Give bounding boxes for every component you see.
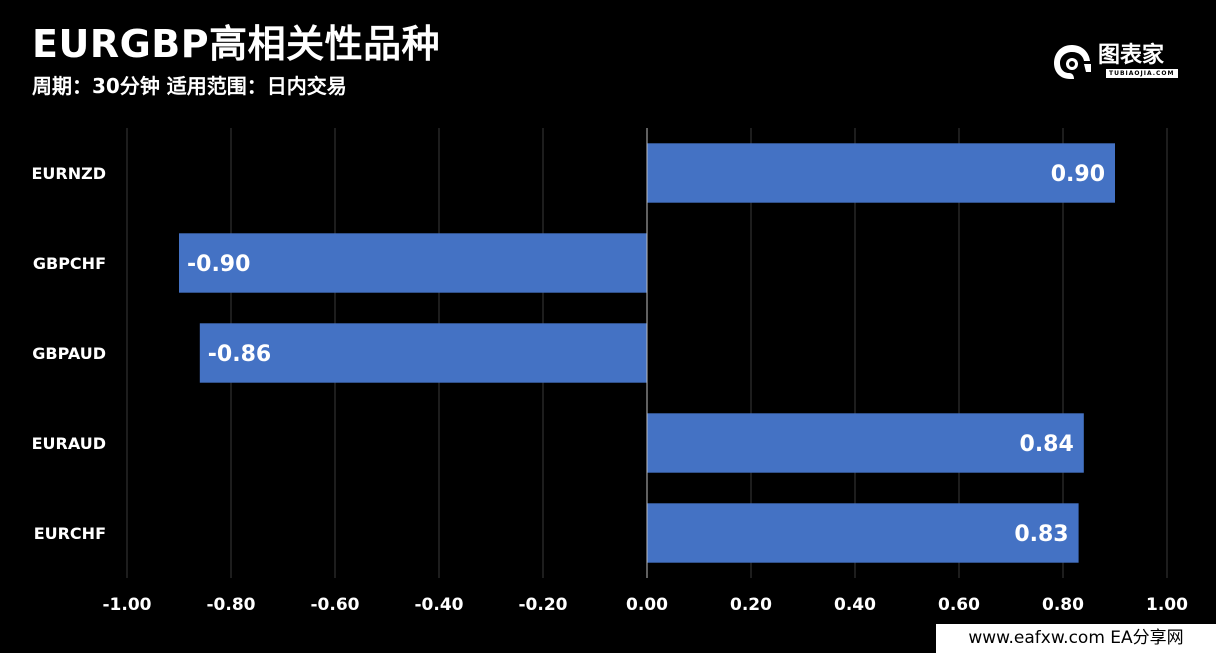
logo-name: 图表家 [1098,43,1165,68]
x-tick-label: 0.20 [730,595,772,615]
watermark-footer: www.eafxw.com EA分享网 [936,624,1216,653]
y-category-label: GBPAUD [32,344,106,363]
x-tick-label: -0.80 [207,595,256,615]
bar-value-label: -0.90 [187,252,250,277]
chart-title: EURGBP高相关性品种 [32,22,441,66]
bar [647,143,1115,203]
x-tick-label: -1.00 [103,595,152,615]
y-category-label: EURCHF [34,524,106,543]
x-tick-label: -0.60 [311,595,360,615]
bar-value-label: 0.84 [1020,432,1074,457]
bar-value-label: -0.86 [208,342,271,367]
bar [647,503,1079,563]
x-tick-label: 0.00 [626,595,668,615]
brand-logo: 图表家 TUBIAOJIA.COM [1050,42,1185,82]
y-category-label: GBPCHF [33,254,106,273]
logo-subtext: TUBIAOJIA.COM [1106,69,1178,78]
y-category-label: EURAUD [32,434,106,453]
x-tick-label: -0.40 [415,595,464,615]
bar [647,413,1084,473]
x-tick-label: -0.20 [519,595,568,615]
x-tick-label: 0.40 [834,595,876,615]
chart-subtitle: 周期：30分钟 适用范围：日内交易 [32,74,347,98]
robot-head-icon [1054,45,1091,79]
x-tick-label: 1.00 [1146,595,1188,615]
bar [199,323,648,383]
bar-value-label: 0.83 [1014,522,1068,547]
x-tick-label: 0.80 [1042,595,1084,615]
y-category-label: EURNZD [31,164,106,183]
bar-value-label: 0.90 [1051,162,1105,187]
x-tick-label: 0.60 [938,595,980,615]
bar [179,233,647,293]
